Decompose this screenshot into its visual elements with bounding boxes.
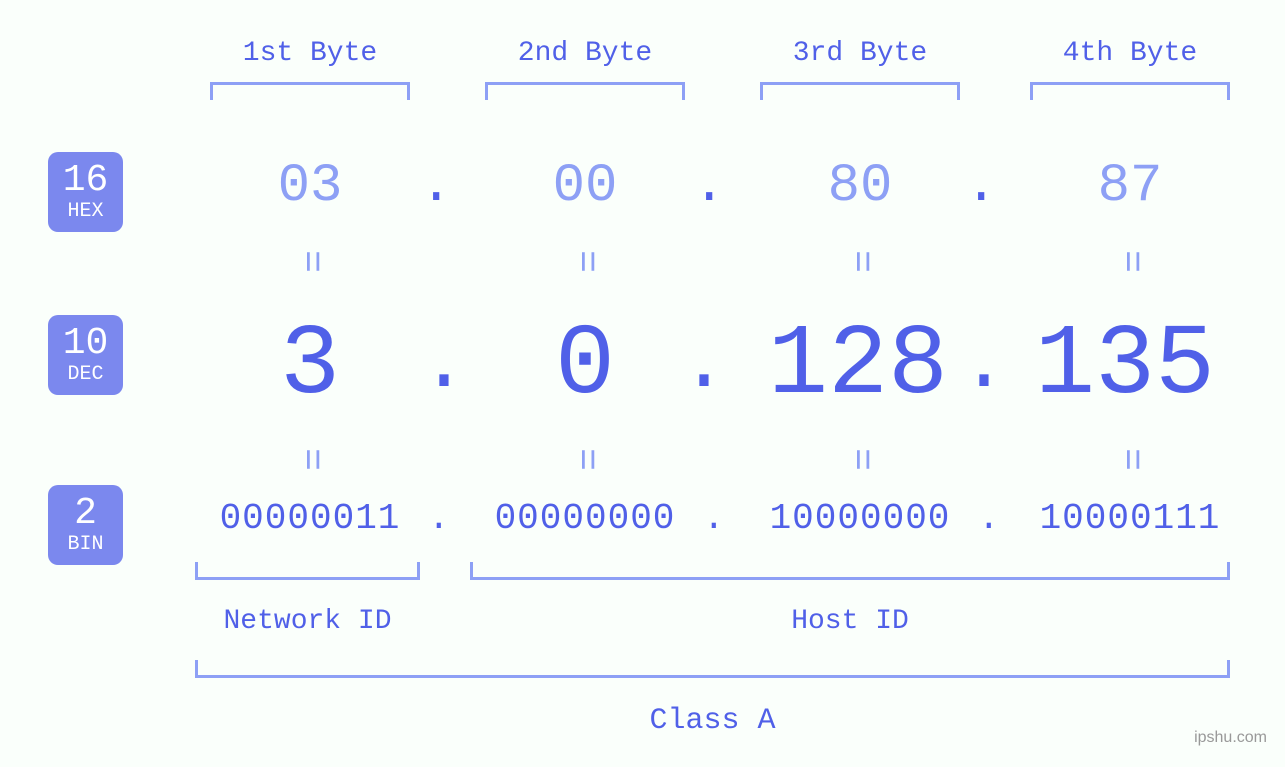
badge-bin: 2 BIN [48,485,123,565]
label-host-id: Host ID [470,606,1230,637]
bracket-host-id [470,562,1230,580]
dec-dot-1: . [420,320,468,411]
bracket-byte-4 [1030,82,1230,100]
bin-dot-2: . [703,498,725,539]
badge-hex-label: HEX [67,202,103,222]
dec-dot-2: . [680,320,728,411]
byte-header-1: 1st Byte [210,38,410,69]
label-network-id: Network ID [195,606,420,637]
badge-dec: 10 DEC [48,315,123,395]
bracket-byte-1 [210,82,410,100]
bin-byte-2: 00000000 [455,498,715,539]
bin-byte-1: 00000011 [180,498,440,539]
label-class: Class A [195,704,1230,738]
bin-dot-1: . [428,498,450,539]
byte-header-2: 2nd Byte [485,38,685,69]
byte-header-4: 4th Byte [1030,38,1230,69]
hex-dot-2: . [693,156,725,217]
bin-byte-3: 10000000 [730,498,990,539]
badge-bin-label: BIN [67,535,103,555]
bracket-byte-2 [485,82,685,100]
hex-dot-3: . [965,156,997,217]
bracket-class [195,660,1230,678]
bin-byte-4: 10000111 [1000,498,1260,539]
badge-dec-number: 10 [63,325,109,363]
hex-dot-1: . [420,156,452,217]
badge-hex-number: 16 [63,162,109,200]
bin-dot-3: . [978,498,1000,539]
dec-dot-3: . [960,320,1008,411]
badge-hex: 16 HEX [48,152,123,232]
byte-header-3: 3rd Byte [760,38,960,69]
bracket-byte-3 [760,82,960,100]
watermark: ipshu.com [1194,729,1267,747]
bracket-network-id [195,562,420,580]
badge-bin-number: 2 [74,495,97,533]
badge-dec-label: DEC [67,365,103,385]
